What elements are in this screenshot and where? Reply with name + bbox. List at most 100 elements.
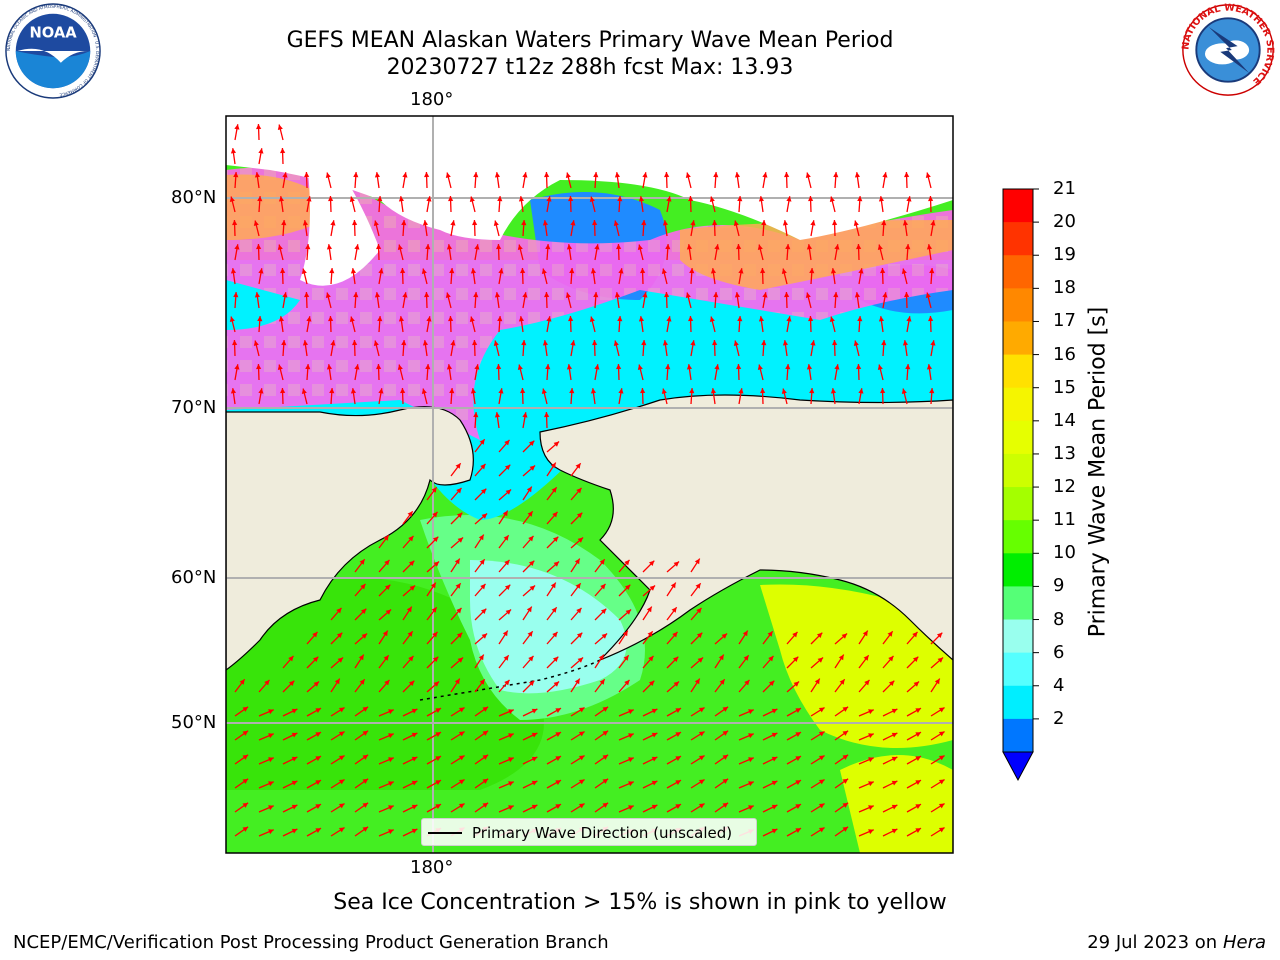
wave-arrow-head <box>361 633 368 639</box>
wave-arrow-head <box>435 756 441 761</box>
colorbar-segment <box>1003 553 1033 587</box>
wave-arrow-head <box>480 488 487 495</box>
wave-arrow-head <box>672 656 679 663</box>
wave-arrow-head <box>528 440 535 447</box>
wave-arrow-head <box>842 754 849 760</box>
wave-arrow-head <box>328 196 334 202</box>
wave-arrow-head <box>362 802 369 808</box>
wave-arrow-head <box>496 244 502 250</box>
wave-arrow-head <box>647 631 653 637</box>
wave-arrow-head <box>736 364 742 370</box>
wave-arrow-head <box>377 316 383 322</box>
wave-arrow-head <box>454 678 460 685</box>
wave-arrow-head <box>388 805 394 811</box>
wave-arrow-head <box>817 657 824 663</box>
wave-arrow-head <box>402 172 408 178</box>
chart-title: GEFS MEAN Alaskan Waters Primary Wave Me… <box>286 28 894 53</box>
wave-arrow-head <box>268 733 274 739</box>
wave-arrow-head <box>592 340 598 346</box>
wave-arrow-head <box>761 340 767 346</box>
wave-arrow-head <box>902 220 909 226</box>
wave-arrow-head <box>426 196 432 202</box>
wave-arrow-head <box>349 196 355 202</box>
wave-arrow-head <box>734 292 741 298</box>
wave-arrow-head <box>834 244 840 250</box>
wave-arrow-head <box>641 340 647 346</box>
colorbar-tick-label: 8 <box>1053 608 1065 630</box>
wave-arrow-head <box>431 487 437 493</box>
colorbar-tick-label: 17 <box>1053 310 1076 332</box>
wave-arrow-head <box>329 268 335 274</box>
wave-arrow-head <box>938 707 945 713</box>
wave-arrow-head <box>478 534 484 541</box>
wave-arrow-head <box>445 292 451 298</box>
wave-arrow-head <box>593 172 599 178</box>
wave-arrow-head <box>498 268 504 274</box>
wave-arrow-head <box>614 172 621 178</box>
wave-arrow-head <box>330 220 336 226</box>
wave-arrow-head <box>338 779 345 785</box>
wave-arrow-head <box>624 559 630 566</box>
wave-arrow-head <box>690 220 696 226</box>
wave-arrow-head <box>242 730 249 736</box>
wave-arrow-head <box>383 535 389 541</box>
wave-arrow-head <box>469 196 475 202</box>
wave-arrow-head <box>522 172 528 178</box>
wave-arrow-head <box>541 388 547 394</box>
wave-arrow-head <box>858 388 864 394</box>
wave-arrow-head <box>388 781 394 787</box>
wave-arrow-head <box>411 732 418 738</box>
wave-arrow-head <box>542 220 549 226</box>
wave-arrow-head <box>666 196 672 202</box>
wave-arrow-head <box>665 244 671 250</box>
wave-arrow-head <box>546 196 552 202</box>
wave-arrow-head <box>336 607 342 614</box>
wave-arrow-head <box>805 292 811 298</box>
colorbar-tick-label: 15 <box>1053 376 1076 398</box>
wave-arrow-head <box>795 828 801 833</box>
wave-arrow-head <box>291 828 298 834</box>
wave-arrow-head <box>795 708 801 713</box>
wave-arrow-head <box>350 388 357 394</box>
wave-arrow-head <box>521 340 527 346</box>
colorbar-segment <box>1003 321 1033 356</box>
map-frame <box>225 115 954 854</box>
wave-arrow-head <box>254 172 261 178</box>
wave-arrow-head <box>818 707 825 713</box>
wave-arrow-head <box>354 364 360 370</box>
wave-arrow-head <box>641 220 647 226</box>
wave-arrow-head <box>421 388 427 394</box>
wave-arrow-head <box>424 172 430 178</box>
wave-arrow-head <box>868 781 874 787</box>
wave-arrow-head <box>882 292 888 298</box>
wave-arrow-head <box>839 679 845 685</box>
wave-arrow-head <box>268 709 274 715</box>
wave-arrow-head <box>722 754 729 760</box>
wave-arrow-head <box>781 268 787 274</box>
wave-arrow-head <box>738 268 744 274</box>
wave-arrow-head <box>782 340 789 346</box>
wave-arrow-head <box>456 632 463 639</box>
wave-arrow-head <box>906 196 912 202</box>
wave-arrow-head <box>694 558 700 565</box>
wave-arrow-head <box>734 172 741 178</box>
wave-arrow-head <box>566 364 573 370</box>
wave-arrow-head <box>904 292 910 298</box>
wave-arrow-head <box>411 828 418 834</box>
wave-arrow-head <box>480 463 486 470</box>
wave-arrow-head <box>937 657 944 663</box>
wave-arrow-head <box>551 607 557 613</box>
wave-arrow-head <box>302 220 309 226</box>
wave-arrow-head <box>901 388 907 394</box>
wave-arrow-head <box>517 244 523 250</box>
wave-arrow-head <box>304 172 310 178</box>
wave-arrow-head <box>531 732 538 738</box>
wave-arrow-head <box>576 487 582 494</box>
wave-arrow-head <box>456 487 462 494</box>
wave-arrow-head <box>576 607 582 614</box>
wave-arrow-head <box>546 316 552 322</box>
wave-arrow-head <box>432 631 438 638</box>
wave-arrow-head <box>544 292 550 298</box>
wave-arrow-head <box>502 510 508 517</box>
wave-arrow-head <box>397 364 403 370</box>
